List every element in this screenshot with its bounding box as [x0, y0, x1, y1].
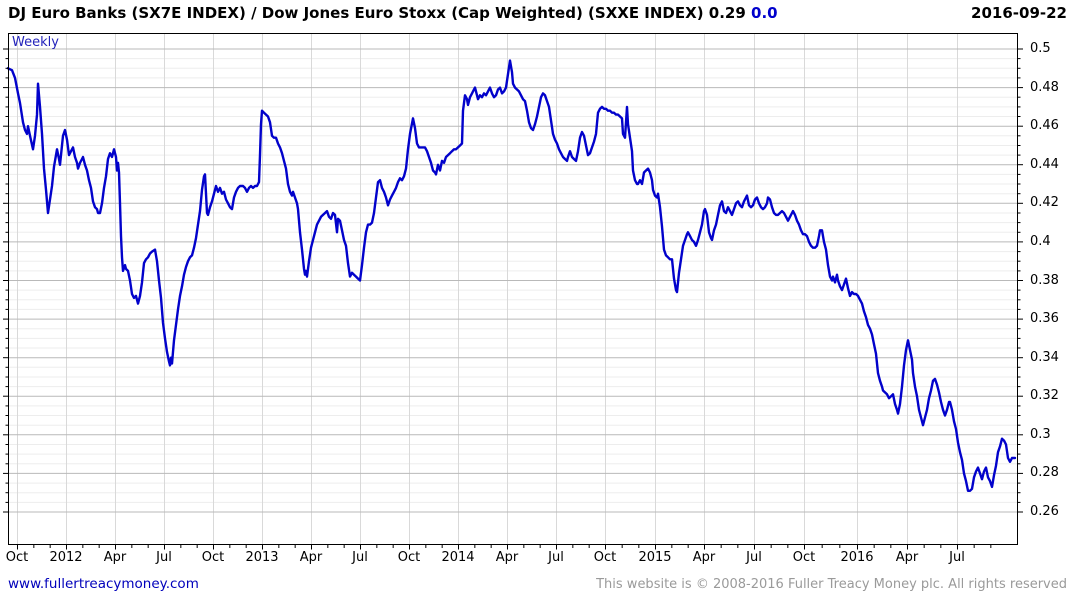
- ratio-line-chart: [3, 33, 1023, 550]
- chart-title: DJ Euro Banks (SX7E INDEX) / Dow Jones E…: [8, 4, 704, 22]
- y-axis-label: 0.4: [1030, 233, 1051, 249]
- y-axis-label: 0.36: [1030, 311, 1059, 327]
- y-axis-label: 0.48: [1030, 79, 1059, 95]
- x-axis-label: Oct: [397, 550, 421, 565]
- minor-gridlines: [8, 58, 1018, 503]
- copyright-text: This website is © 2008-2016 Fuller Treac…: [596, 577, 1067, 592]
- x-axis-label: Apr: [299, 550, 323, 565]
- chart-date: 2016-09-22: [971, 4, 1067, 22]
- x-axis-label: 2014: [441, 550, 475, 565]
- x-tick-marks: [17, 545, 992, 550]
- y-axis-label: 0.38: [1030, 272, 1059, 288]
- x-axis-label: 2012: [49, 550, 83, 565]
- vertical-gridlines: [17, 34, 958, 544]
- y-tick-marks: [3, 48, 1023, 513]
- y-axis-label: 0.34: [1030, 349, 1059, 365]
- plot-border: [8, 33, 1018, 545]
- x-axis-label: Jul: [949, 550, 965, 565]
- x-axis-label: Jul: [746, 550, 762, 565]
- x-axis-label: 2013: [245, 550, 279, 565]
- y-axis-label: 0.5: [1030, 41, 1051, 56]
- x-axis-label: Oct: [593, 550, 617, 565]
- y-axis-label: 0.28: [1030, 465, 1059, 481]
- x-axis-label: Apr: [692, 550, 716, 565]
- x-axis-label: Oct: [5, 550, 29, 565]
- x-axis-label: Jul: [352, 550, 368, 565]
- last-value: 0.29: [708, 4, 746, 22]
- x-axis-label: 2016: [840, 550, 874, 565]
- last-change: 0.0: [751, 4, 778, 22]
- x-axis-label: Jul: [156, 550, 172, 565]
- y-axis-label: 0.3: [1030, 426, 1051, 442]
- website-link[interactable]: www.fullertreacymoney.com: [8, 576, 199, 592]
- x-axis-label: Apr: [495, 550, 519, 565]
- header: DJ Euro Banks (SX7E INDEX) / Dow Jones E…: [8, 4, 1067, 22]
- x-axis-label: Apr: [103, 550, 127, 565]
- y-axis-label: 0.32: [1030, 388, 1059, 404]
- y-axis-label: 0.26: [1030, 504, 1059, 519]
- x-axis-label: Oct: [201, 550, 225, 565]
- y-axis-label: 0.46: [1030, 118, 1059, 134]
- x-axis-label: Jul: [548, 550, 564, 565]
- frequency-label: Weekly: [12, 35, 59, 50]
- x-axis-label: Oct: [792, 550, 816, 565]
- y-axis-label: 0.44: [1030, 156, 1059, 172]
- series-line: [6, 59, 1017, 492]
- plot-area[interactable]: [2, 33, 1024, 551]
- y-axis-label: 0.42: [1030, 195, 1059, 211]
- x-axis-label: Apr: [895, 550, 919, 565]
- x-axis-label: 2015: [638, 550, 672, 565]
